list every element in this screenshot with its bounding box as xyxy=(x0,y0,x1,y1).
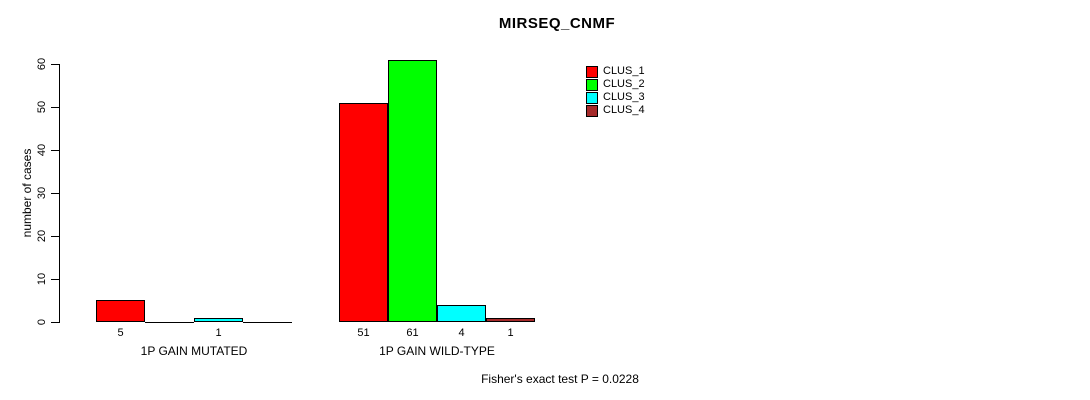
legend-label: CLUS_4 xyxy=(603,104,645,116)
bar-clus_2-group2 xyxy=(388,60,437,322)
y-axis-title: number of cases xyxy=(20,148,34,238)
bar-clus_1-group2 xyxy=(339,103,388,322)
legend-item: CLUS_3 xyxy=(586,91,645,104)
y-axis-tick xyxy=(51,279,59,280)
bar-value-label: 5 xyxy=(117,327,124,339)
y-axis-tick-label: 50 xyxy=(36,100,48,114)
legend: CLUS_1 CLUS_2 CLUS_3 CLUS_4 xyxy=(586,65,645,117)
x-group-label: 1P GAIN MUTATED xyxy=(140,344,248,358)
y-axis-tick-label: 0 xyxy=(36,318,48,326)
bar-clus_3-group1 xyxy=(194,318,243,322)
legend-color-swatch xyxy=(586,104,598,117)
y-axis-tick-label: 40 xyxy=(36,143,48,157)
legend-color-swatch xyxy=(586,65,598,78)
bar-clus_2-group1 xyxy=(145,322,194,323)
y-axis-tick xyxy=(51,64,59,65)
x-group-label: 1P GAIN WILD-TYPE xyxy=(379,344,495,358)
bar-value-label: 4 xyxy=(458,327,465,339)
y-axis-tick-label: 20 xyxy=(36,229,48,243)
legend-color-swatch xyxy=(586,78,598,91)
legend-label: CLUS_2 xyxy=(603,78,645,90)
bar-clus_4-group2 xyxy=(486,318,535,322)
bar-value-label: 61 xyxy=(406,327,419,339)
legend-label: CLUS_1 xyxy=(603,65,645,77)
legend-label: CLUS_3 xyxy=(603,91,645,103)
legend-item: CLUS_2 xyxy=(586,78,645,91)
y-axis-line xyxy=(59,64,60,323)
y-axis-tick-label: 30 xyxy=(36,186,48,200)
bar-clus_3-group2 xyxy=(437,305,486,322)
y-axis-tick-label: 60 xyxy=(36,57,48,71)
y-axis-tick xyxy=(51,193,59,194)
chart-title: MIRSEQ_CNMF xyxy=(498,15,616,32)
fisher-test-annotation: Fisher's exact test P = 0.0228 xyxy=(481,372,639,386)
y-axis-tick xyxy=(51,236,59,237)
y-axis-tick-label: 10 xyxy=(36,272,48,286)
y-axis-tick xyxy=(51,322,59,323)
legend-color-swatch xyxy=(586,91,598,104)
legend-item: CLUS_1 xyxy=(586,65,645,78)
bar-value-label: 1 xyxy=(215,327,222,339)
bar-clus_1-group1 xyxy=(96,300,145,322)
bar-clus_4-group1 xyxy=(243,322,292,323)
legend-item: CLUS_4 xyxy=(586,104,645,117)
bar-value-label: 1 xyxy=(507,327,514,339)
bar-value-label: 51 xyxy=(357,327,370,339)
y-axis-tick xyxy=(51,107,59,108)
y-axis-tick xyxy=(51,150,59,151)
